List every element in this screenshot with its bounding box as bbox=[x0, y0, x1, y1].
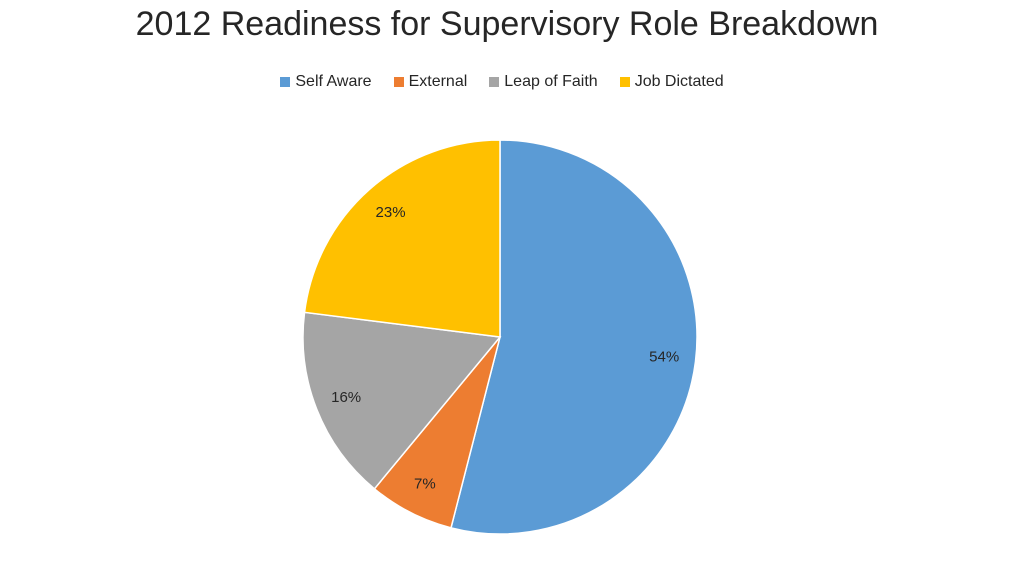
chart-title: 2012 Readiness for Supervisory Role Brea… bbox=[135, 5, 879, 43]
legend-swatch-job-dictated bbox=[619, 77, 630, 87]
legend-item-leap-of-faith: Leap of Faith bbox=[489, 73, 598, 91]
pie-slice-self-aware bbox=[450, 139, 698, 535]
pie-slice-job-dictated bbox=[303, 139, 501, 338]
pie-slice-leap-of-faith bbox=[302, 311, 502, 490]
legend: Self Aware External Leap of Faith Job Di… bbox=[0, 73, 1004, 91]
legend-label-leap-of-faith: Leap of Faith bbox=[504, 73, 598, 90]
legend-swatch-self-aware bbox=[280, 77, 291, 87]
legend-swatch-external bbox=[393, 77, 404, 87]
data-label-leap-of-faith: 16% bbox=[331, 389, 361, 406]
legend-item-self-aware: Self Aware bbox=[280, 73, 372, 91]
data-label-job-dictated: 23% bbox=[376, 204, 406, 221]
legend-label-external: External bbox=[408, 73, 468, 90]
legend-swatch-leap-of-faith bbox=[489, 77, 500, 87]
legend-label-job-dictated: Job Dictated bbox=[634, 73, 724, 90]
data-label-self-aware: 54% bbox=[649, 349, 679, 366]
legend-label-self-aware: Self Aware bbox=[295, 73, 372, 90]
legend-item-job-dictated: Job Dictated bbox=[619, 73, 724, 91]
data-label-external: 7% bbox=[414, 475, 436, 492]
legend-item-external: External bbox=[393, 73, 468, 91]
